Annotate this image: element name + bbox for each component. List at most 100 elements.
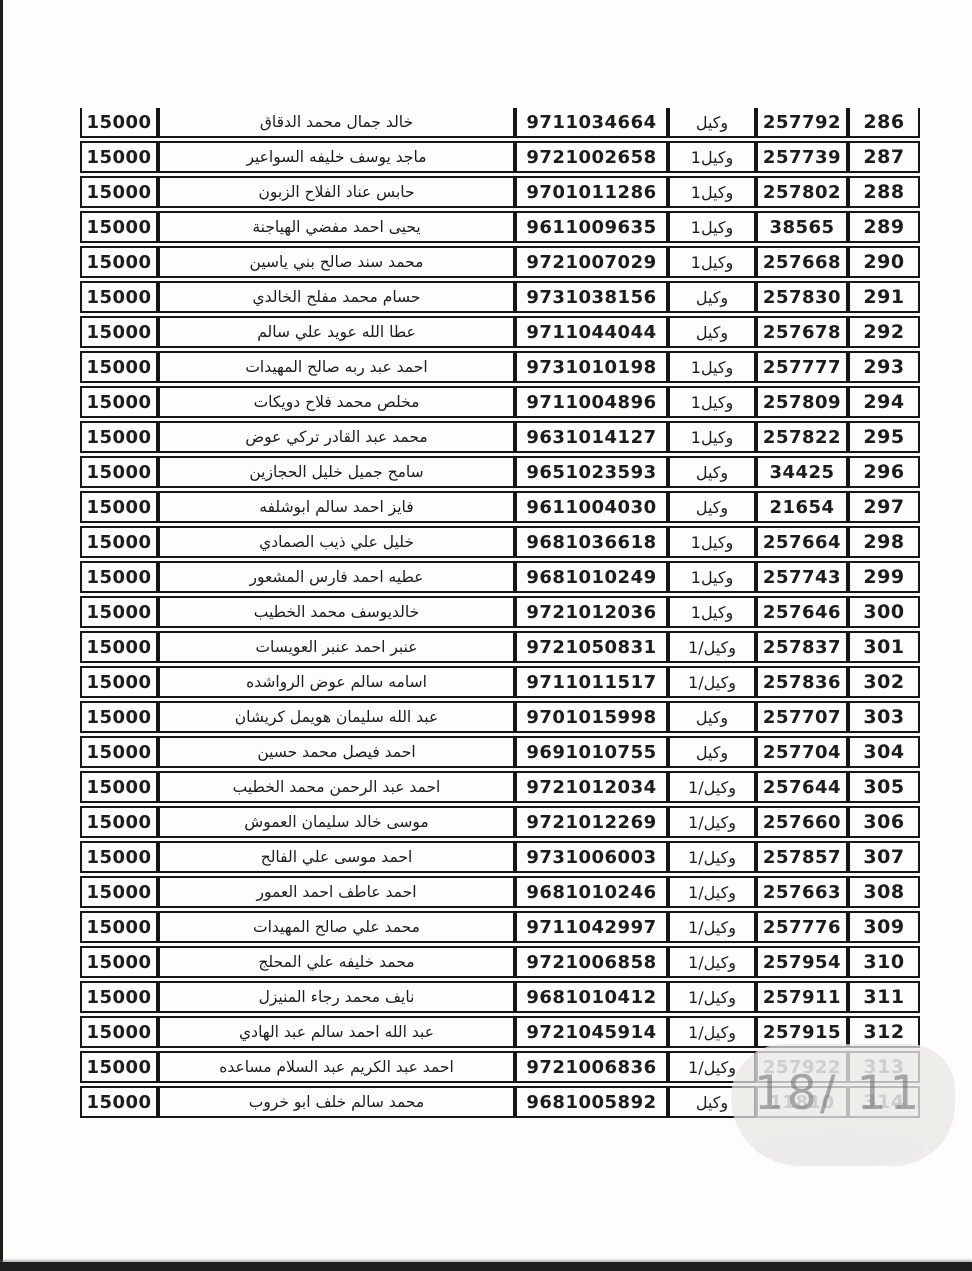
cell-amount: 15000 bbox=[80, 316, 158, 348]
cell-full-name: عطا الله عويد علي سالم bbox=[158, 316, 515, 348]
cell-national-id: 9721006858 bbox=[515, 946, 668, 978]
cell-amount: 15000 bbox=[80, 281, 158, 313]
cell-role: وكيل1 bbox=[668, 246, 756, 278]
cell-serial-number: 257911 bbox=[756, 981, 848, 1013]
cell-full-name: حابس عناد الفلاح الزبون bbox=[158, 176, 515, 208]
cell-row-number: 298 bbox=[848, 526, 920, 558]
table-row: 305 257644 وكيل/1 9721012034 احمد عبد الرحمن… bbox=[80, 771, 920, 803]
cell-amount: 15000 bbox=[80, 421, 158, 453]
cell-serial-number: 34425 bbox=[756, 456, 848, 488]
cell-role: وكيل bbox=[668, 1086, 756, 1118]
cell-role: وكيل/1 bbox=[668, 1051, 756, 1083]
roster-table: 286 257792 وكيل 9711034664 خالد جمال محمد ال… bbox=[80, 105, 920, 1121]
cell-role: وكيل/1 bbox=[668, 911, 756, 943]
cell-serial-number: 257830 bbox=[756, 281, 848, 313]
cell-amount: 15000 bbox=[80, 526, 158, 558]
cell-national-id: 9721007029 bbox=[515, 246, 668, 278]
cell-role: وكيل/1 bbox=[668, 771, 756, 803]
cell-role: وكيل1 bbox=[668, 386, 756, 418]
cell-role: وكيل/1 bbox=[668, 946, 756, 978]
table-row: 297 21654 وكيل 9611004030 فايز احمد سالم ابو… bbox=[80, 491, 920, 523]
cell-national-id: 9611004030 bbox=[515, 491, 668, 523]
cell-role: وكيل bbox=[668, 491, 756, 523]
cell-role: وكيل bbox=[668, 456, 756, 488]
cell-row-number: 306 bbox=[848, 806, 920, 838]
cell-amount: 15000 bbox=[80, 946, 158, 978]
cell-amount: 15000 bbox=[80, 351, 158, 383]
cell-amount: 15000 bbox=[80, 806, 158, 838]
cell-row-number: 307 bbox=[848, 841, 920, 873]
cell-row-number: 288 bbox=[848, 176, 920, 208]
cell-serial-number: 21654 bbox=[756, 491, 848, 523]
cell-amount: 15000 bbox=[80, 386, 158, 418]
cell-role: وكيل bbox=[668, 701, 756, 733]
cell-national-id: 9721006836 bbox=[515, 1051, 668, 1083]
cell-national-id: 9721012034 bbox=[515, 771, 668, 803]
cell-full-name: محمد علي صالح المهيدات bbox=[158, 911, 515, 943]
cell-row-number: 314 bbox=[848, 1086, 920, 1118]
cell-amount: 15000 bbox=[80, 561, 158, 593]
cell-amount: 15000 bbox=[80, 211, 158, 243]
cell-serial-number: 257704 bbox=[756, 736, 848, 768]
table-row: 298 257664 وكيل1 9681036618 خليل علي ذيب الص… bbox=[80, 526, 920, 558]
table-row: 294 257809 وكيل1 9711004896 مخلص محمد فلاح د… bbox=[80, 386, 920, 418]
cell-serial-number: 257777 bbox=[756, 351, 848, 383]
cell-national-id: 9631014127 bbox=[515, 421, 668, 453]
cell-role: وكيل bbox=[668, 281, 756, 313]
cell-full-name: مخلص محمد فلاح دويكات bbox=[158, 386, 515, 418]
table-row: 310 257954 وكيل/1 9721006858 محمد خليفه علي … bbox=[80, 946, 920, 978]
table-row: 311 257911 وكيل/1 9681010412 نايف محمد رجاء … bbox=[80, 981, 920, 1013]
cell-role: وكيل1 bbox=[668, 561, 756, 593]
cell-serial-number: 11810 bbox=[756, 1086, 848, 1118]
cell-full-name: خليل علي ذيب الصمادي bbox=[158, 526, 515, 558]
table-row: 292 257678 وكيل 9711044044 عطا الله عويد علي… bbox=[80, 316, 920, 348]
table-row: 309 257776 وكيل/1 9711042997 محمد علي صالح ا… bbox=[80, 911, 920, 943]
cell-row-number: 303 bbox=[848, 701, 920, 733]
cell-serial-number: 257857 bbox=[756, 841, 848, 873]
cell-national-id: 9711034664 bbox=[515, 108, 668, 138]
cell-amount: 15000 bbox=[80, 1016, 158, 1048]
cell-row-number: 304 bbox=[848, 736, 920, 768]
cell-amount: 15000 bbox=[80, 876, 158, 908]
cell-row-number: 296 bbox=[848, 456, 920, 488]
cell-national-id: 9711044044 bbox=[515, 316, 668, 348]
cell-row-number: 292 bbox=[848, 316, 920, 348]
smudge-tail bbox=[755, 1130, 925, 1166]
cell-amount: 15000 bbox=[80, 911, 158, 943]
cell-serial-number: 257792 bbox=[756, 108, 848, 138]
cell-full-name: احمد عبد الكريم عبد السلام مساعده bbox=[158, 1051, 515, 1083]
cell-national-id: 9731010198 bbox=[515, 351, 668, 383]
cell-amount: 15000 bbox=[80, 176, 158, 208]
cell-serial-number: 257739 bbox=[756, 141, 848, 173]
cell-full-name: احمد فيصل محمد حسين bbox=[158, 736, 515, 768]
cell-full-name: يحيى احمد مفضي الهياجنة bbox=[158, 211, 515, 243]
cell-full-name: محمد خليفه علي المحلج bbox=[158, 946, 515, 978]
cell-role: وكيل1 bbox=[668, 351, 756, 383]
cell-full-name: احمد عبد ربه صالح المهيدات bbox=[158, 351, 515, 383]
cell-national-id: 9711042997 bbox=[515, 911, 668, 943]
cell-row-number: 301 bbox=[848, 631, 920, 663]
table-row: 296 34425 وكيل 9651023593 سامح جميل خليل الح… bbox=[80, 456, 920, 488]
cell-amount: 15000 bbox=[80, 701, 158, 733]
cell-full-name: خالد جمال محمد الدقاق bbox=[158, 108, 515, 138]
cell-national-id: 9681036618 bbox=[515, 526, 668, 558]
cell-role: وكيل1 bbox=[668, 141, 756, 173]
cell-full-name: احمد عاطف احمد العمور bbox=[158, 876, 515, 908]
cell-national-id: 9731006003 bbox=[515, 841, 668, 873]
cell-serial-number: 257743 bbox=[756, 561, 848, 593]
cell-full-name: فايز احمد سالم ابوشلفه bbox=[158, 491, 515, 523]
cell-national-id: 9721050831 bbox=[515, 631, 668, 663]
cell-national-id: 9711004896 bbox=[515, 386, 668, 418]
cell-full-name: سامح جميل خليل الحجازين bbox=[158, 456, 515, 488]
cell-national-id: 9681010412 bbox=[515, 981, 668, 1013]
table-row: 290 257668 وكيل1 9721007029 محمد سند صالح بن… bbox=[80, 246, 920, 278]
cell-full-name: محمد سند صالح بني ياسين bbox=[158, 246, 515, 278]
cell-row-number: 311 bbox=[848, 981, 920, 1013]
cell-full-name: عنبر احمد عنبر العويسات bbox=[158, 631, 515, 663]
cell-role: وكيل bbox=[668, 736, 756, 768]
cell-full-name: احمد عبد الرحمن محمد الخطيب bbox=[158, 771, 515, 803]
cell-amount: 15000 bbox=[80, 491, 158, 523]
cell-full-name: احمد موسى علي الفالح bbox=[158, 841, 515, 873]
cell-national-id: 9701015998 bbox=[515, 701, 668, 733]
cell-row-number: 308 bbox=[848, 876, 920, 908]
